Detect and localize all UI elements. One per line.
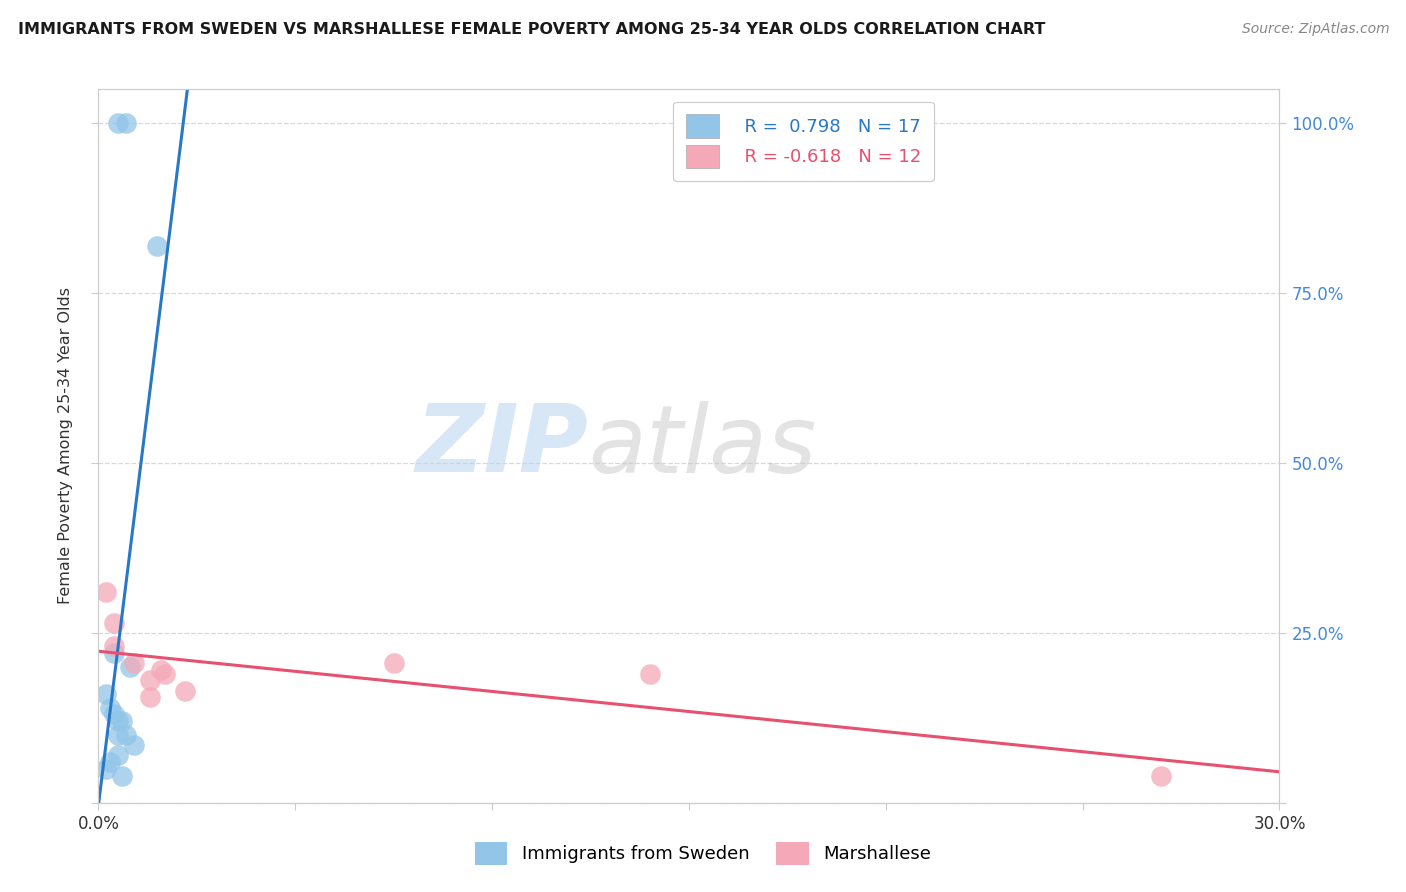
Point [107, 728, 129, 742]
Point [98, 755, 121, 769]
Point [96, 762, 118, 776]
Text: atlas: atlas [589, 401, 817, 491]
Point [111, 714, 134, 729]
Point [118, 660, 141, 674]
Text: Source: ZipAtlas.com: Source: ZipAtlas.com [1241, 22, 1389, 37]
Point [115, 116, 138, 130]
Point [115, 728, 138, 742]
Point [155, 666, 177, 681]
Point [103, 707, 125, 722]
Text: ZIP: ZIP [416, 400, 589, 492]
Point [103, 615, 125, 630]
Point [122, 738, 145, 752]
Point [138, 690, 160, 705]
Point [382, 657, 405, 671]
Point [103, 640, 125, 654]
Legend: Immigrants from Sweden, Marshallese: Immigrants from Sweden, Marshallese [465, 833, 941, 874]
Text: IMMIGRANTS FROM SWEDEN VS MARSHALLESE FEMALE POVERTY AMONG 25-34 YEAR OLDS CORRE: IMMIGRANTS FROM SWEDEN VS MARSHALLESE FE… [18, 22, 1046, 37]
Point [174, 683, 197, 698]
Point [98, 700, 121, 714]
Point [96, 585, 118, 599]
Point [107, 748, 129, 763]
Point [1150, 769, 1173, 783]
Point [146, 238, 169, 252]
Point [107, 116, 129, 130]
Point [122, 657, 145, 671]
Point [103, 646, 125, 660]
Point [150, 663, 173, 677]
Y-axis label: Female Poverty Among 25-34 Year Olds: Female Poverty Among 25-34 Year Olds [58, 287, 73, 605]
Point [96, 687, 118, 701]
Legend:   R =  0.798   N = 17,   R = -0.618   N = 12: R = 0.798 N = 17, R = -0.618 N = 12 [673, 102, 934, 181]
Point [111, 769, 134, 783]
Point [138, 673, 160, 688]
Point [638, 666, 661, 681]
Point [107, 714, 129, 729]
